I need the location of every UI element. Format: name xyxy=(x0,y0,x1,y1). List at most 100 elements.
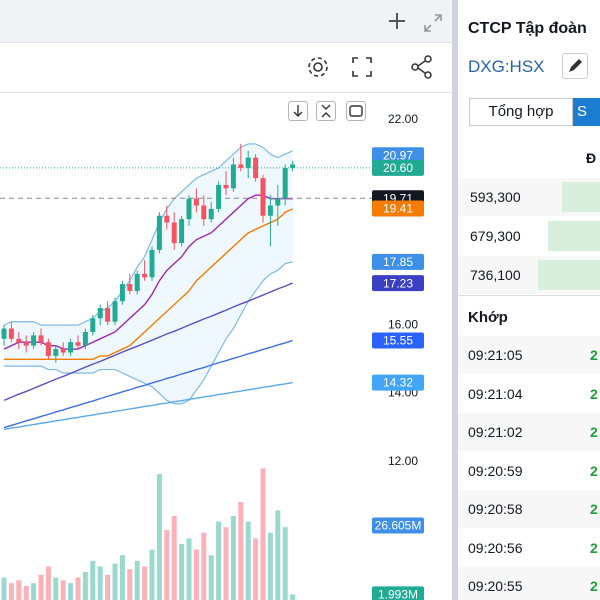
order-volume: 593,300 xyxy=(470,189,521,205)
price-badge xyxy=(372,586,424,600)
share-icon[interactable] xyxy=(410,55,434,79)
trade-row: 09:20:55 2 xyxy=(458,567,600,600)
volume-bar xyxy=(179,544,185,600)
candle-body xyxy=(53,349,59,356)
volume-bar xyxy=(156,474,162,600)
volume-bar xyxy=(112,563,118,600)
volume-bar xyxy=(23,586,29,600)
y-tick-label: 16.00 xyxy=(388,317,418,331)
candle-body xyxy=(127,284,133,291)
top-bar xyxy=(0,0,452,43)
volume-bar xyxy=(60,580,66,600)
panel-divider xyxy=(452,0,458,600)
candle-body xyxy=(31,335,37,346)
indicator-line xyxy=(3,194,293,350)
order-row: 736,100 xyxy=(458,256,600,294)
order-volume: 736,100 xyxy=(470,267,521,283)
volume-bar xyxy=(38,574,44,600)
volume-bar xyxy=(223,527,229,600)
side-panel: CTCP Tập đoàn DXG:HSX Tổng hợp S Đ 593,3… xyxy=(458,0,600,600)
trade-price: 2 xyxy=(590,385,598,402)
scroll-down-button[interactable] xyxy=(288,101,308,121)
volume-bar xyxy=(75,577,81,600)
candle-body xyxy=(142,273,148,278)
candle-body xyxy=(23,342,29,346)
volume-bar xyxy=(134,560,140,600)
volume-bar xyxy=(275,510,281,600)
trade-time: 09:20:56 xyxy=(468,539,523,556)
column-header: Đ xyxy=(586,150,597,166)
price-badge-label: 17.23 xyxy=(383,276,413,290)
volume-bar xyxy=(16,580,22,600)
candle-body xyxy=(267,205,273,216)
candle-body xyxy=(45,342,51,356)
candle-body xyxy=(216,184,222,209)
band-line xyxy=(4,261,293,405)
price-badge xyxy=(372,275,424,292)
candle-body xyxy=(8,328,14,339)
candle-body xyxy=(119,284,125,302)
candle-body xyxy=(149,249,155,278)
candle-body xyxy=(38,335,44,343)
volume-bar xyxy=(238,502,244,600)
volume-bar xyxy=(282,527,288,600)
candle-body xyxy=(1,328,7,339)
volume-bar xyxy=(142,566,148,600)
price-chart: 22.0016.0014.0012.0020.9720.6019.7119.41… xyxy=(0,112,424,600)
volume-bar xyxy=(267,532,273,600)
candle-body xyxy=(171,222,177,244)
trade-row: 09:20:56 2 xyxy=(458,529,600,567)
price-badge-label: 14.32 xyxy=(383,376,413,390)
order-row: 593,300 xyxy=(458,178,600,216)
volume-bar xyxy=(127,569,133,600)
candle-body xyxy=(179,219,185,244)
candle-body xyxy=(112,301,118,322)
trades-title: Khớp xyxy=(468,309,508,326)
depth-bar xyxy=(562,182,600,212)
candle-body xyxy=(238,164,244,168)
indicator-line xyxy=(3,339,293,429)
volume-bar xyxy=(82,572,88,600)
tab-active[interactable]: S xyxy=(573,98,600,126)
settings-icon[interactable] xyxy=(306,55,330,79)
expand-icon[interactable] xyxy=(424,14,442,32)
price-badge-label: 15.55 xyxy=(383,334,413,348)
fullscreen-icon[interactable] xyxy=(351,56,373,78)
candle-body xyxy=(156,215,162,250)
volume-bar xyxy=(230,516,236,600)
trade-time: 09:20:58 xyxy=(468,501,523,517)
volume-bar xyxy=(8,583,14,600)
trade-time: 09:21:02 xyxy=(468,424,523,440)
candle-body xyxy=(201,205,207,220)
trade-price: 2 xyxy=(590,501,598,517)
edit-button[interactable] xyxy=(562,53,588,79)
tab[interactable]: Tổng hợp xyxy=(469,98,573,126)
trade-price: 2 xyxy=(590,462,598,479)
band-line xyxy=(3,143,293,326)
candle-body xyxy=(186,198,192,220)
trade-price: 2 xyxy=(590,539,598,556)
price-badge-label: 20.60 xyxy=(383,161,413,175)
volume-bar xyxy=(164,530,170,600)
company-title: CTCP Tập đoàn xyxy=(468,20,587,37)
maximize-button[interactable] xyxy=(346,101,366,121)
volume-bar xyxy=(149,549,155,600)
band-fill xyxy=(4,143,293,404)
order-volume: 679,300 xyxy=(470,228,521,244)
price-badge-label: 26.605M xyxy=(375,519,422,533)
volume-bar xyxy=(216,521,222,600)
candle-body xyxy=(16,338,22,343)
volume-bar xyxy=(105,574,111,600)
indicator-line xyxy=(4,208,293,361)
price-badge xyxy=(372,159,424,176)
price-badge xyxy=(372,253,424,270)
symbol[interactable]: DXG:HSX xyxy=(468,57,545,76)
add-icon[interactable] xyxy=(388,12,406,30)
price-badge xyxy=(372,517,424,534)
volume-bar xyxy=(193,549,199,600)
candle-body xyxy=(68,342,74,353)
trade-row: 09:21:02 2 xyxy=(458,413,600,451)
y-tick-label: 12.00 xyxy=(388,454,418,468)
y-tick-label: 22.00 xyxy=(388,112,418,126)
collapse-button[interactable] xyxy=(316,101,336,121)
